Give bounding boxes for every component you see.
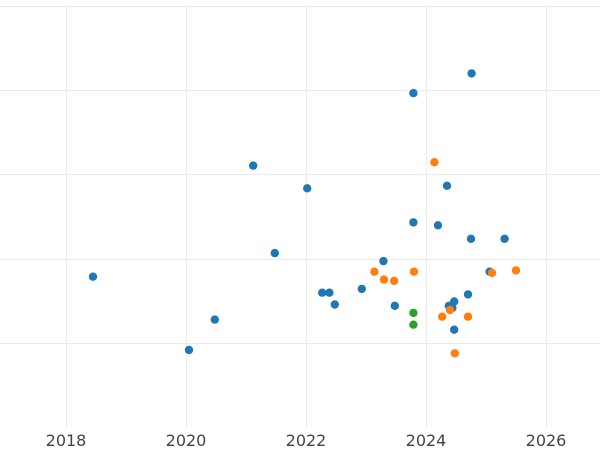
data-point-series-3 (409, 308, 418, 318)
data-point-series-1 (467, 69, 476, 78)
data-point-series-1 (463, 290, 473, 299)
data-point-series-2 (379, 275, 389, 284)
data-point-series-1 (318, 288, 327, 297)
data-point-series-2 (487, 268, 497, 278)
data-point-series-1 (270, 248, 279, 258)
data-point-series-1 (390, 301, 399, 310)
data-point-series-1 (409, 88, 418, 98)
data-point-series-1 (379, 256, 388, 266)
data-point-series-1 (409, 218, 418, 227)
data-points (88, 69, 521, 358)
x-tick-label: 2020 (166, 431, 207, 450)
data-point-series-1 (210, 315, 219, 324)
data-point-series-3 (409, 320, 418, 329)
data-point-series-2 (409, 267, 419, 276)
data-point-series-1 (357, 284, 366, 294)
data-point-series-2 (390, 276, 399, 286)
x-tick-label: 2022 (286, 431, 327, 450)
data-point-series-1 (433, 221, 443, 230)
data-point-series-1 (450, 297, 459, 306)
data-point-series-2 (450, 349, 459, 358)
data-point-series-1 (330, 300, 339, 309)
data-point-series-2 (511, 266, 521, 275)
data-point-series-1 (249, 161, 258, 170)
data-point-series-1 (88, 272, 98, 281)
data-point-series-1 (303, 184, 312, 193)
data-point-series-1 (325, 288, 334, 297)
data-point-series-2 (430, 158, 439, 167)
data-point-series-2 (438, 312, 447, 321)
x-tick-label: 2026 (526, 431, 567, 450)
data-point-series-2 (370, 267, 379, 276)
data-point-series-2 (463, 312, 473, 321)
grid (0, 6, 600, 427)
data-point-series-1 (500, 234, 509, 243)
data-point-series-1 (184, 345, 194, 355)
data-point-series-1 (442, 181, 452, 190)
x-tick-label: 2018 (46, 431, 87, 450)
data-point-series-2 (445, 305, 455, 315)
x-axis-ticks: 2018 2020 2022 2024 2026 (46, 431, 567, 450)
x-tick-label: 2024 (406, 431, 447, 450)
data-point-series-1 (450, 325, 459, 334)
data-point-series-1 (466, 234, 476, 243)
